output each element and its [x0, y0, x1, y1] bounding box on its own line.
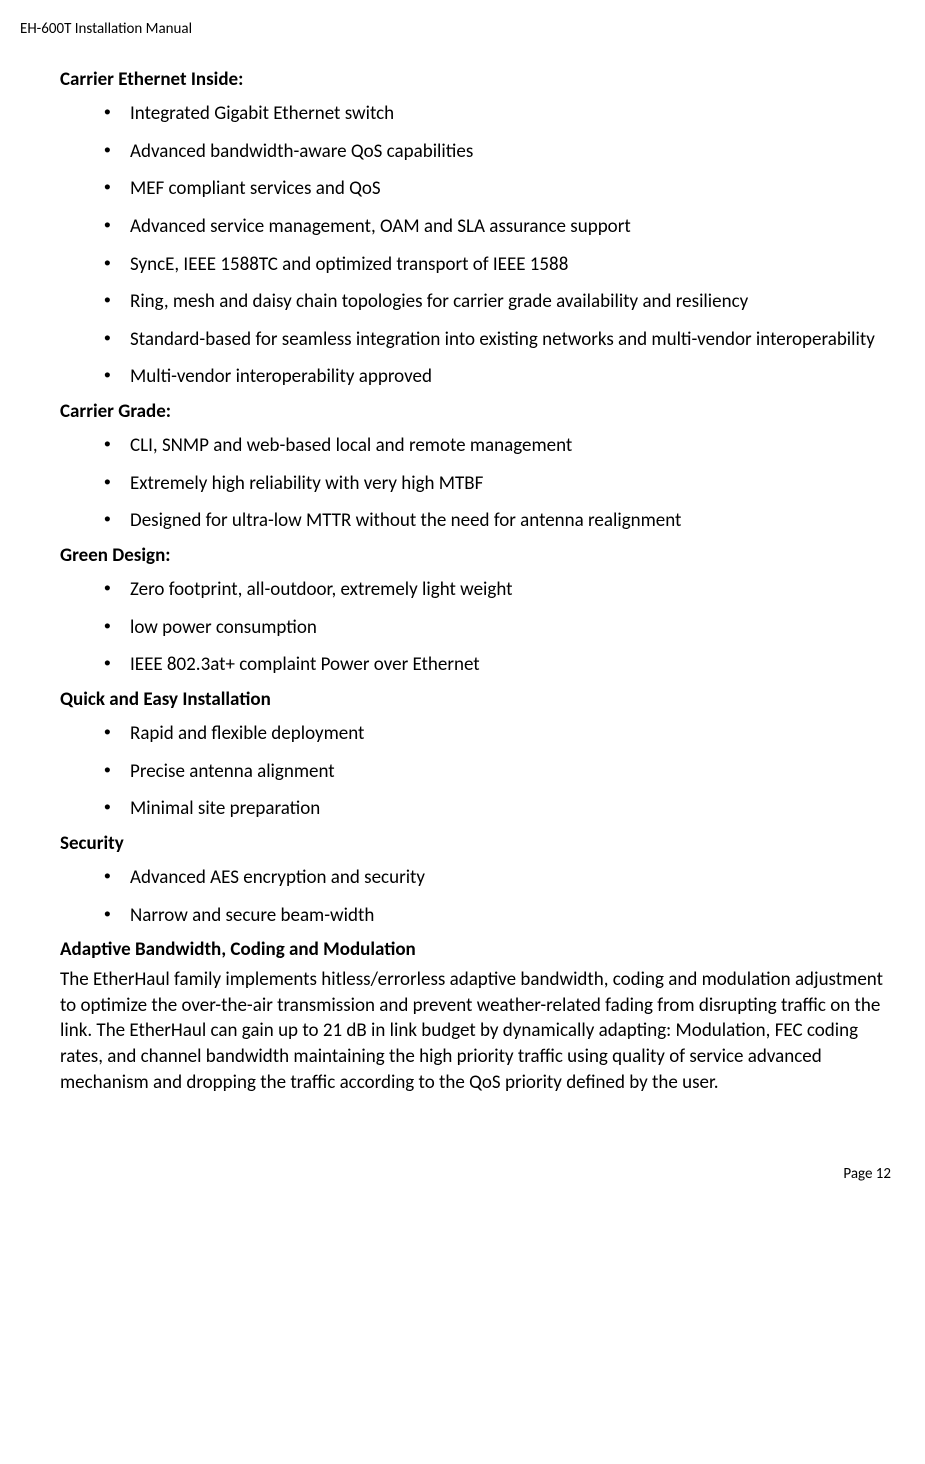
bullet-list: Integrated Gigabit Ethernet switch Advan… — [60, 95, 885, 396]
page-header: EH-600T Installation Manual — [20, 20, 895, 38]
list-item: SyncE, IEEE 1588TC and optimized transpo… — [130, 246, 885, 284]
bullet-list: CLI, SNMP and web-based local and remote… — [60, 427, 885, 540]
list-item: Rapid and flexible deployment — [130, 715, 885, 753]
list-item: Narrow and secure beam-width — [130, 897, 885, 935]
list-item: Designed for ultra-low MTTR without the … — [130, 502, 885, 540]
list-item: Standard-based for seamless integration … — [130, 321, 885, 359]
section-heading: Security — [60, 832, 885, 855]
page-content: Carrier Ethernet Inside: Integrated Giga… — [20, 68, 895, 1095]
section-heading: Adaptive Bandwidth, Coding and Modulatio… — [60, 938, 885, 961]
section-heading: Green Design: — [60, 544, 885, 567]
list-item: CLI, SNMP and web-based local and remote… — [130, 427, 885, 465]
list-item: Precise antenna alignment — [130, 753, 885, 791]
bullet-list: Advanced AES encryption and security Nar… — [60, 859, 885, 934]
list-item: Zero footprint, all-outdoor, extremely l… — [130, 571, 885, 609]
bullet-list: Zero footprint, all-outdoor, extremely l… — [60, 571, 885, 684]
section-heading: Carrier Ethernet Inside: — [60, 68, 885, 91]
list-item: Multi-vendor interoperability approved — [130, 358, 885, 396]
body-paragraph: The EtherHaul family implements hitless/… — [60, 967, 885, 1095]
section-heading: Quick and Easy Installation — [60, 688, 885, 711]
list-item: Ring, mesh and daisy chain topologies fo… — [130, 283, 885, 321]
section-heading: Carrier Grade: — [60, 400, 885, 423]
list-item: Advanced service management, OAM and SLA… — [130, 208, 885, 246]
list-item: low power consumption — [130, 609, 885, 647]
list-item: IEEE 802.3at+ complaint Power over Ether… — [130, 646, 885, 684]
list-item: Minimal site preparation — [130, 790, 885, 828]
list-item: MEF compliant services and QoS — [130, 170, 885, 208]
bullet-list: Rapid and flexible deployment Precise an… — [60, 715, 885, 828]
list-item: Advanced bandwidth-aware QoS capabilitie… — [130, 133, 885, 171]
list-item: Extremely high reliability with very hig… — [130, 465, 885, 503]
list-item: Integrated Gigabit Ethernet switch — [130, 95, 885, 133]
list-item: Advanced AES encryption and security — [130, 859, 885, 897]
page-footer: Page 12 — [20, 1165, 895, 1183]
